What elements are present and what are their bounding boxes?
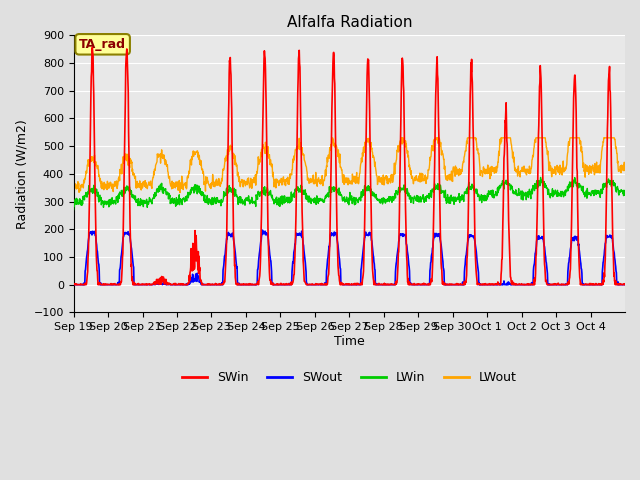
Legend: SWin, SWout, LWin, LWout: SWin, SWout, LWin, LWout bbox=[177, 366, 522, 389]
Title: Alfalfa Radiation: Alfalfa Radiation bbox=[287, 15, 412, 30]
Y-axis label: Radiation (W/m2): Radiation (W/m2) bbox=[15, 119, 28, 229]
X-axis label: Time: Time bbox=[334, 335, 365, 348]
Text: TA_rad: TA_rad bbox=[79, 38, 126, 51]
